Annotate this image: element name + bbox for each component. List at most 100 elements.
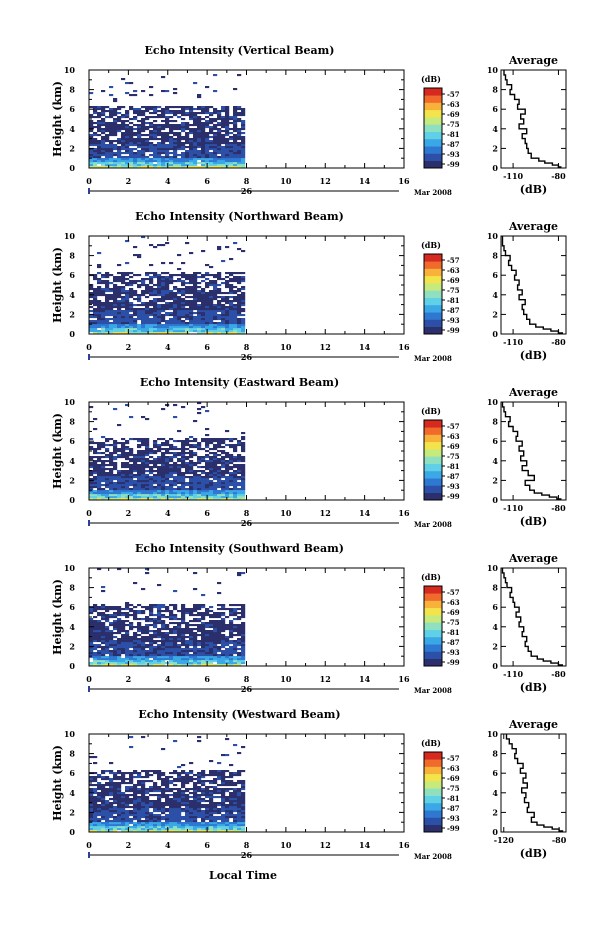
heatmap-cell: [157, 330, 162, 333]
heatmap-cell: [225, 310, 230, 313]
heatmap-cell: [169, 294, 174, 297]
heatmap-cell: [169, 610, 174, 613]
heatmap-cell: [209, 464, 214, 467]
heatmap-cell: [133, 326, 138, 329]
heatmap-cell: [197, 494, 202, 497]
heatmap-cell: [193, 628, 198, 631]
heatmap-cell: [193, 654, 198, 657]
heatmap-cell: [213, 132, 218, 135]
heatmap-cell: [221, 650, 226, 653]
heatmap-cell: [93, 298, 98, 301]
heatmap-cell: [141, 304, 146, 307]
heatmap-cell: [209, 466, 214, 469]
heatmap-cell: [97, 278, 102, 281]
heatmap-cell: [113, 124, 118, 127]
heatmap-cell: [113, 440, 118, 443]
heatmap-cell: [157, 660, 162, 663]
heatmap-cell: [217, 152, 222, 155]
heatmap-cell: [133, 492, 138, 495]
heatmap-cell: [213, 126, 218, 129]
heatmap-cell: [201, 294, 206, 297]
heatmap-cell: [237, 318, 242, 321]
heatmap-cell: [237, 444, 242, 447]
heatmap-cell: [133, 464, 138, 467]
heatmap-cell: [109, 314, 114, 317]
heatmap-cell: [133, 480, 138, 483]
heatmap-cell: [173, 304, 178, 307]
heatmap-cell: [233, 276, 238, 279]
heatmap-cell: [225, 306, 230, 309]
heatmap-cell: [101, 462, 106, 465]
heatmap-cell: [233, 108, 238, 111]
heatmap-cell: [241, 456, 246, 459]
heatmap-cell: [97, 822, 102, 825]
heatmap-cell: [149, 138, 154, 141]
heatmap-cell: [141, 330, 146, 333]
heatmap-cell: [137, 640, 142, 643]
heatmap-cell: [177, 146, 182, 149]
x-tick-label: 10: [280, 508, 292, 518]
heatmap-cells: [89, 74, 246, 169]
heatmap-cell: [93, 498, 98, 501]
heatmap-cell: [241, 644, 246, 647]
heatmap-cell: [233, 106, 238, 109]
heatmap-cell: [93, 138, 98, 141]
heatmap-cell: [153, 108, 158, 111]
heatmap-cell: [241, 328, 246, 331]
heatmap-cell: [209, 494, 214, 497]
heatmap-cell: [189, 310, 194, 313]
heatmap-cell: [177, 454, 182, 457]
heatmap-cell: [165, 626, 170, 629]
heatmap-cell: [209, 114, 214, 117]
heatmap-cell: [157, 166, 162, 169]
heatmap-cell: [229, 608, 234, 611]
colorbar-swatch: [424, 117, 442, 125]
average-x-axis-label: (dB): [520, 183, 547, 196]
heatmap-cell: [109, 116, 114, 119]
heatmap-cell: [129, 636, 134, 639]
heatmap-cell: [137, 478, 142, 481]
heatmap-cell: [169, 612, 174, 615]
heatmap-cell: [209, 274, 214, 277]
heatmap-cell: [233, 644, 238, 647]
heatmap-cell: [129, 132, 134, 135]
heatmap-cell: [213, 478, 218, 481]
heatmap-cell: [165, 652, 170, 655]
heatmap-cell: [145, 332, 150, 335]
heatmap-cell: [241, 292, 246, 295]
heatmap-cell: [149, 164, 154, 167]
heatmap-cell: [241, 324, 246, 327]
colorbar-unit-label: (dB): [421, 572, 441, 582]
heatmap-cell: [185, 494, 190, 497]
heatmap-cell: [141, 134, 146, 137]
heatmap-cell: [209, 298, 214, 301]
heatmap-cell: [197, 606, 202, 609]
heatmap-cell: [101, 464, 106, 467]
y-tick-label: 6: [69, 436, 75, 446]
heatmap-cell: [181, 316, 186, 319]
heatmap-cell: [197, 294, 202, 297]
heatmap-cell: [209, 148, 214, 151]
heatmap-cell: [105, 486, 110, 489]
heatmap-cell: [93, 646, 98, 649]
average-y-tick-label: 4: [492, 290, 498, 300]
heatmap-cell: [177, 430, 182, 433]
heatmap-cell: [149, 158, 154, 161]
heatmap-cell: [233, 298, 238, 301]
heatmap-cell: [173, 492, 178, 495]
heatmap-cell: [149, 618, 154, 621]
heatmap-cell: [237, 276, 242, 279]
heatmap-cell: [133, 496, 138, 499]
heatmap-cell: [137, 310, 142, 313]
heatmap-cell: [169, 116, 174, 119]
heatmap-cell: [161, 90, 166, 93]
heatmap-cell: [241, 828, 246, 831]
heatmap-cell: [101, 642, 106, 645]
heatmap-cell: [213, 492, 218, 495]
heatmap-cell: [89, 656, 94, 659]
heatmap-cell: [197, 130, 202, 133]
heatmap-cell: [113, 662, 118, 665]
heatmap-cell: [209, 496, 214, 499]
heatmap-cell: [177, 144, 182, 147]
heatmap-cell: [229, 636, 234, 639]
